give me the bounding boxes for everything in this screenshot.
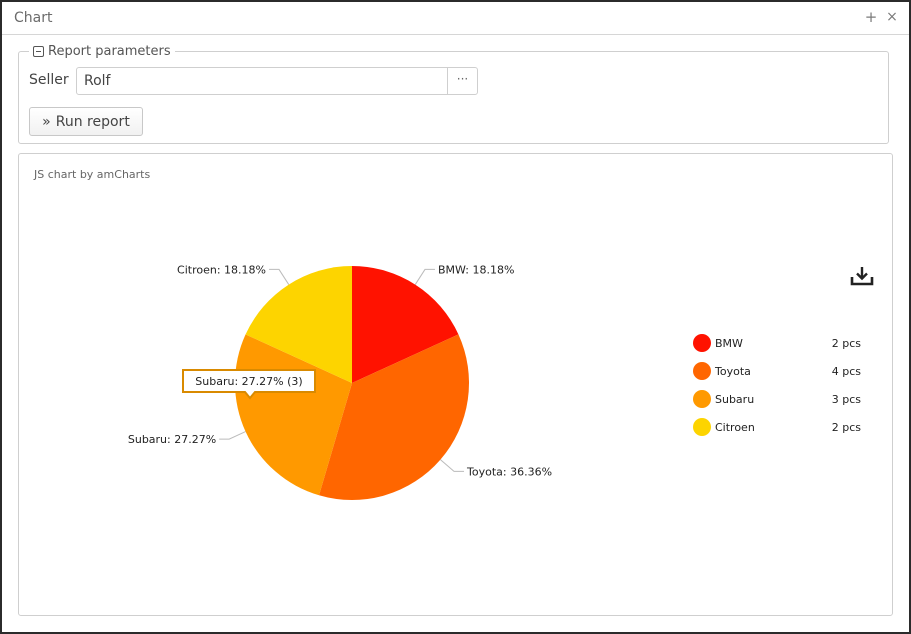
- pie-leader-line: [219, 431, 246, 440]
- pie-label-bmw: BMW: 18.18%: [438, 263, 514, 276]
- title-bar: Chart + ×: [2, 2, 909, 35]
- pie-label-citroen: Citroen: 18.18%: [177, 263, 266, 276]
- report-parameters-title: Report parameters: [48, 44, 171, 59]
- report-parameters-group: Report parameters: [18, 44, 889, 144]
- chart-tooltip: Subaru: 27.27% (3): [182, 369, 316, 400]
- legend-marker[interactable]: [693, 418, 711, 436]
- report-parameters-legend[interactable]: Report parameters: [29, 44, 175, 59]
- double-chevron-right-icon: »: [42, 113, 51, 130]
- seller-label: Seller: [29, 72, 69, 88]
- legend-marker[interactable]: [693, 390, 711, 408]
- pie-leader-line: [269, 268, 290, 285]
- pie-slice-toyota[interactable]: [319, 334, 470, 501]
- maximize-plus-icon[interactable]: +: [864, 8, 878, 26]
- legend-value: 2 pcs: [831, 421, 861, 434]
- legend-value: 2 pcs: [831, 337, 861, 350]
- pie-slice-bmw[interactable]: [352, 266, 459, 383]
- legend-label: Citroen: [715, 421, 755, 434]
- pie-label-toyota: Toyota: 36.36%: [466, 465, 552, 478]
- pie-leader-line: [414, 268, 435, 285]
- legend-marker[interactable]: [693, 362, 711, 380]
- download-icon[interactable]: [850, 266, 874, 286]
- legend-value: 4 pcs: [831, 365, 861, 378]
- pie-leader-line: [440, 459, 465, 472]
- collapse-icon[interactable]: [33, 46, 44, 57]
- chart-tooltip-text: Subaru: 27.27% (3): [195, 375, 302, 388]
- run-report-button[interactable]: » Run report: [29, 107, 143, 136]
- window-title: Chart: [14, 10, 53, 26]
- close-icon[interactable]: ×: [886, 9, 898, 25]
- legend-item-citroen[interactable]: Citroen 2 pcs: [693, 418, 873, 438]
- legend-marker[interactable]: [693, 334, 711, 352]
- legend-item-toyota[interactable]: Toyota 4 pcs: [693, 362, 873, 382]
- seller-lookup-button[interactable]: ···: [447, 67, 478, 95]
- run-report-label: Run report: [55, 113, 130, 130]
- pie-slice-citroen[interactable]: [245, 266, 352, 383]
- legend-item-bmw[interactable]: BMW 2 pcs: [693, 334, 873, 354]
- legend-item-subaru[interactable]: Subaru 3 pcs: [693, 390, 873, 410]
- legend-label: Subaru: [715, 393, 755, 406]
- pie-label-subaru: Subaru: 27.27%: [128, 433, 216, 446]
- legend-label: BMW: [715, 337, 743, 350]
- legend-value: 3 pcs: [831, 393, 861, 406]
- legend-label: Toyota: [715, 365, 751, 378]
- amcharts-credit-link[interactable]: JS chart by amCharts: [34, 168, 151, 181]
